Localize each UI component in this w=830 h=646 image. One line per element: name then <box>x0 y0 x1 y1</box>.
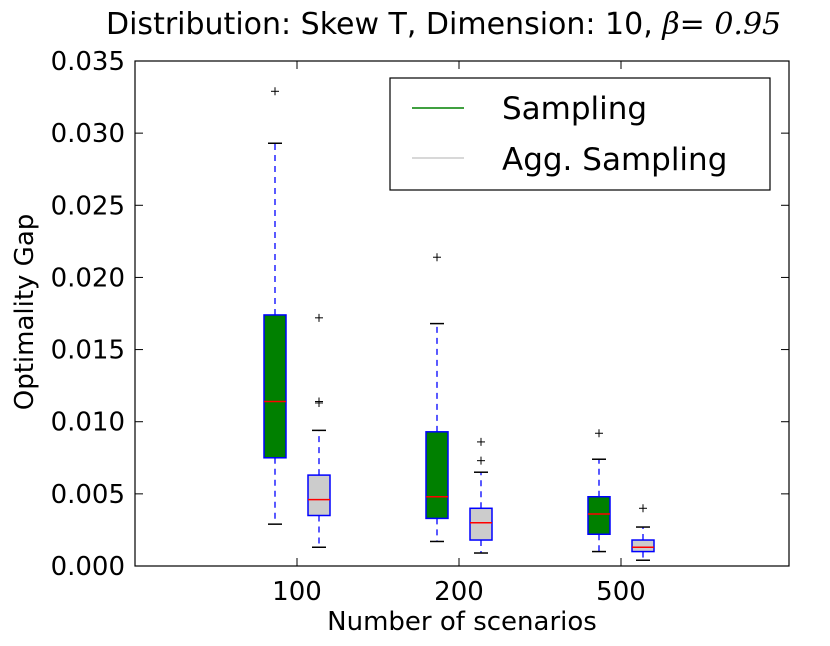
axis-ticks: 0.000 0.005 0.010 0.015 0.020 0.025 0.030 0.035… <box>51 47 789 607</box>
x-axis-label: Number of scenarios <box>327 607 597 637</box>
y-tick-label: 0.005 <box>51 480 125 510</box>
x-tick-label: 200 <box>434 577 484 607</box>
x-tick-label: 100 <box>272 577 322 607</box>
box-body <box>587 495 611 536</box>
y-tick-label: 0.035 <box>51 47 125 77</box>
legend-label-agg-sampling: Agg. Sampling <box>502 142 727 178</box>
box-body <box>425 431 449 520</box>
box-body <box>469 507 493 541</box>
box-body <box>631 539 655 553</box>
box-sampling-500 <box>587 429 611 553</box>
box-body <box>307 474 331 517</box>
box-body <box>263 314 287 459</box>
y-tick-label: 0.025 <box>51 191 125 221</box>
title-beta-value: = 0.95 <box>680 7 781 42</box>
box-agg-sampling-100 <box>307 313 331 548</box>
y-tick-label: 0.015 <box>51 336 125 366</box>
box-agg-sampling-200 <box>469 437 493 554</box>
legend-box <box>389 77 771 191</box>
legend-label-sampling: Sampling <box>502 91 647 127</box>
box-series <box>263 87 655 561</box>
legend: Sampling Agg. Sampling <box>389 77 771 191</box>
y-tick-label: 0.030 <box>51 119 125 149</box>
y-axis-label: Optimality Gap <box>10 214 40 411</box>
chart-title: Distribution: Skew T, Dimension: 10, β= … <box>106 7 781 42</box>
box-sampling-100 <box>263 87 287 525</box>
box-agg-sampling-500 <box>631 504 655 561</box>
x-tick-label: 500 <box>596 577 646 607</box>
title-beta-symbol: β <box>661 7 679 42</box>
y-tick-label: 0.020 <box>51 263 125 293</box>
plot-frame <box>134 60 790 567</box>
box-sampling-200 <box>425 253 449 543</box>
y-tick-label: 0.010 <box>51 408 125 438</box>
y-tick-label: 0.000 <box>51 552 125 582</box>
